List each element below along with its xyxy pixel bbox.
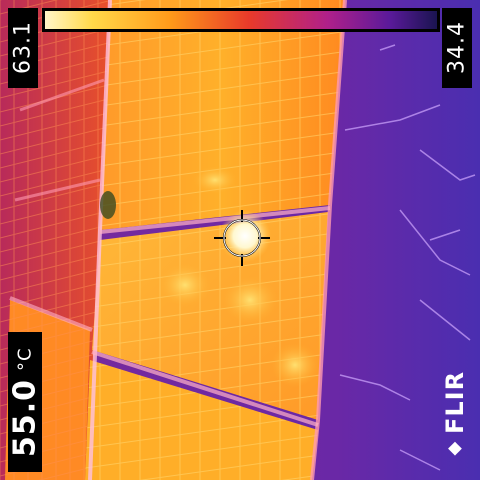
max-temperature-value: 63.1 [11, 22, 36, 75]
flame-diamond-icon: ◆ [445, 438, 466, 460]
color-palette-gradient [45, 11, 437, 29]
temperature-scale-bar [42, 8, 440, 32]
min-temperature-readout: 34.4 [442, 8, 472, 88]
spot-temperature-value: 55.0 [8, 379, 43, 457]
max-temperature-readout: 63.1 [8, 8, 38, 88]
temperature-unit: °C [15, 347, 36, 371]
flir-logo: ◆ FLIR [440, 360, 470, 470]
min-temperature-value: 34.4 [445, 22, 470, 75]
brand-logo-text: FLIR [441, 370, 469, 433]
spot-temperature-readout: 55.0 °C [8, 332, 42, 472]
